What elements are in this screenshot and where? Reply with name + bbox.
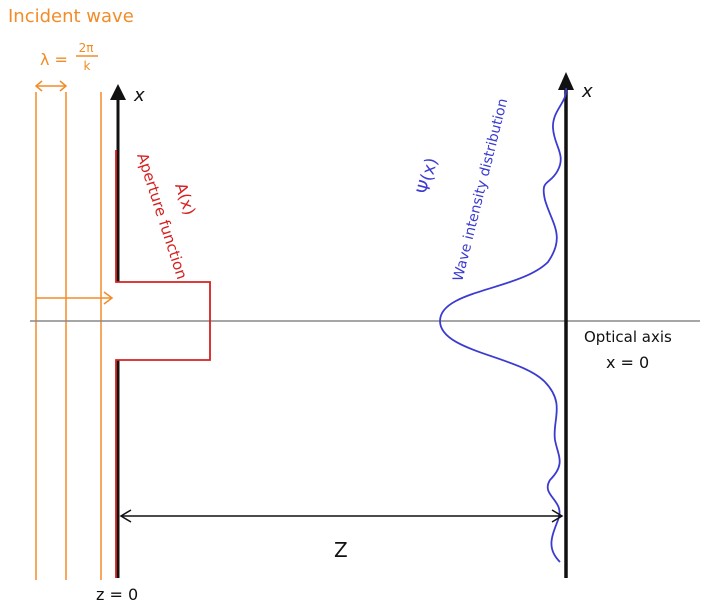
wavelength-lambda: λ = [40,50,68,69]
wavelength-numerator: 2π [79,41,94,55]
screen-axis [558,72,574,578]
wavelength-denominator: k [84,59,91,73]
aperture-function-symbol: A(x) [171,180,199,217]
propagation-arrow [36,291,114,305]
incident-wavefronts [35,92,102,580]
optical-axis-label: Optical axis [584,328,672,346]
distance-label: Z [334,538,348,562]
right-axis-label: x [581,81,593,102]
left-axis-arrowhead [110,84,126,100]
optical-axis-equation: x = 0 [606,353,649,372]
left-axis-label: x [133,85,145,106]
origin-label: z = 0 [96,585,138,604]
aperture-plane-axis [110,84,126,578]
intensity-distribution-curve [439,87,567,563]
intensity-symbol: Ψ(x) [414,156,443,197]
aperture-function-curve [115,150,211,578]
wavelength-arrow [34,80,68,92]
distance-arrow [119,509,564,523]
right-axis-arrowhead [558,72,574,90]
wavelength-formula: λ = 2π k [40,41,98,73]
intensity-text: Wave intensity distribution [450,97,511,283]
incident-wave-label: Incident wave [8,6,134,27]
